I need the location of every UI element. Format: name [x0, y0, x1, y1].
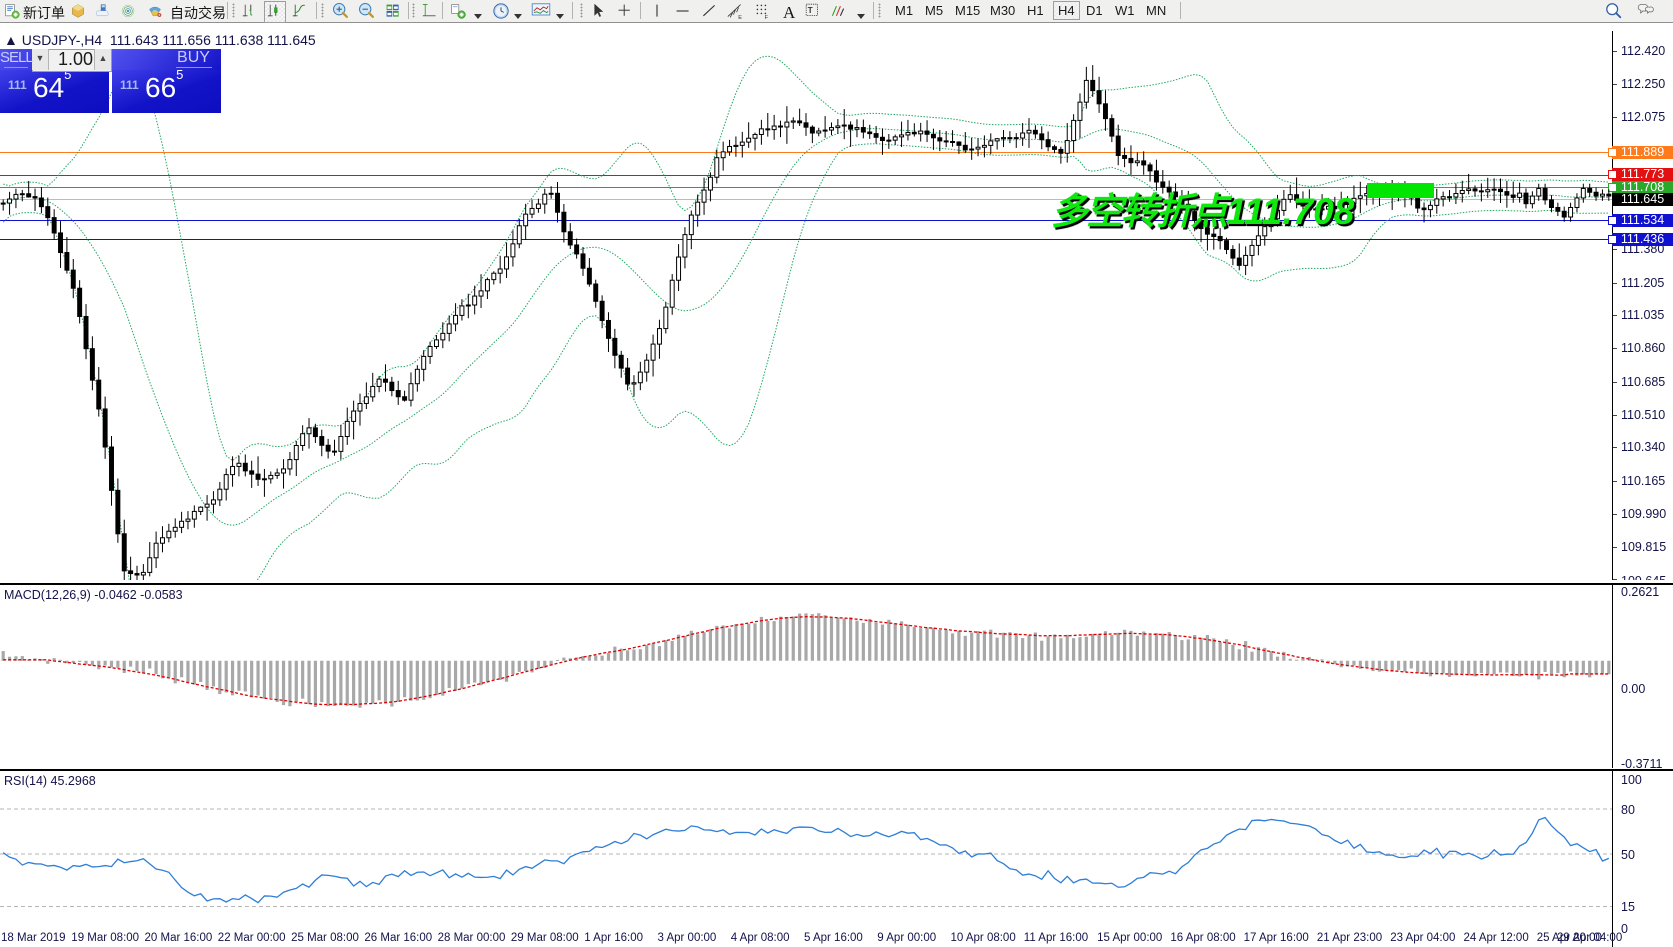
- svg-text:E: E: [738, 15, 742, 19]
- svg-text:F: F: [765, 15, 769, 19]
- svg-text:T: T: [808, 6, 813, 15]
